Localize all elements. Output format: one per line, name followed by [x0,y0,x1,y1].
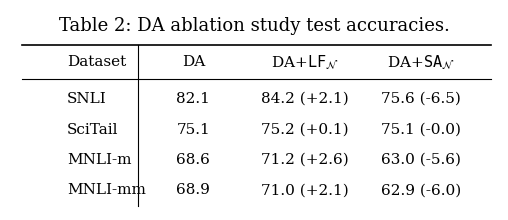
Text: 62.9 (-6.0): 62.9 (-6.0) [380,183,461,197]
Text: DA: DA [182,55,205,69]
Text: MNLI-mm: MNLI-mm [67,183,146,197]
Text: 63.0 (-5.6): 63.0 (-5.6) [380,153,461,167]
Text: 82.1: 82.1 [176,92,210,106]
Text: Table 2: DA ablation study test accuracies.: Table 2: DA ablation study test accuraci… [58,16,450,35]
Text: 75.2 (+0.1): 75.2 (+0.1) [261,123,348,137]
Text: 75.6 (-6.5): 75.6 (-6.5) [381,92,461,106]
Text: 75.1: 75.1 [176,123,210,137]
Text: 68.9: 68.9 [176,183,210,197]
Text: 68.6: 68.6 [176,153,210,167]
Text: 84.2 (+2.1): 84.2 (+2.1) [261,92,348,106]
Text: SNLI: SNLI [67,92,107,106]
Text: Dataset: Dataset [67,55,126,69]
Text: DA+$\mathtt{SA}_\mathcal{N}$: DA+$\mathtt{SA}_\mathcal{N}$ [387,53,455,71]
Text: DA+$\mathtt{LF}_\mathcal{N}$: DA+$\mathtt{LF}_\mathcal{N}$ [271,53,338,71]
Text: MNLI-m: MNLI-m [67,153,132,167]
Text: SciTail: SciTail [67,123,118,137]
Text: 71.2 (+2.6): 71.2 (+2.6) [261,153,348,167]
Text: 71.0 (+2.1): 71.0 (+2.1) [261,183,348,197]
Text: 75.1 (-0.0): 75.1 (-0.0) [380,123,461,137]
